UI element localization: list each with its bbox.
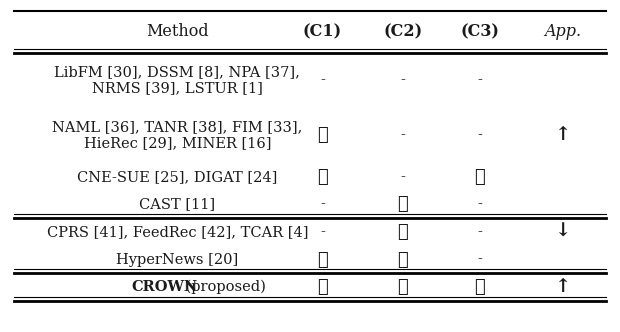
Text: CPRS [41], FeedRec [42], TCAR [4]: CPRS [41], FeedRec [42], TCAR [4] bbox=[46, 225, 308, 239]
Text: ✓: ✓ bbox=[317, 251, 328, 269]
Text: (C3): (C3) bbox=[460, 24, 499, 41]
Text: ↑: ↑ bbox=[555, 126, 571, 144]
Text: -: - bbox=[477, 253, 482, 267]
Text: -: - bbox=[477, 225, 482, 239]
Text: -: - bbox=[320, 225, 325, 239]
Text: App.: App. bbox=[544, 24, 582, 41]
Text: -: - bbox=[400, 170, 405, 184]
Text: CNE-SUE [25], DIGAT [24]: CNE-SUE [25], DIGAT [24] bbox=[77, 170, 278, 184]
Text: ↓: ↓ bbox=[555, 223, 571, 241]
Text: (C1): (C1) bbox=[303, 24, 342, 41]
Text: LibFM [30], DSSM [8], NPA [37],
NRMS [39], LSTUR [1]: LibFM [30], DSSM [8], NPA [37], NRMS [39… bbox=[55, 65, 300, 95]
Text: -: - bbox=[320, 73, 325, 87]
Text: ✓: ✓ bbox=[474, 168, 485, 186]
Text: ✓: ✓ bbox=[317, 278, 328, 296]
Text: ✓: ✓ bbox=[397, 223, 408, 241]
Text: ↑: ↑ bbox=[555, 278, 571, 296]
Text: ✓: ✓ bbox=[317, 126, 328, 144]
Text: (C2): (C2) bbox=[383, 24, 422, 41]
Text: NAML [36], TANR [38], FIM [33],
HieRec [29], MINER [16]: NAML [36], TANR [38], FIM [33], HieRec [… bbox=[52, 120, 303, 150]
Text: -: - bbox=[477, 128, 482, 142]
Text: CAST [11]: CAST [11] bbox=[140, 198, 215, 211]
Text: -: - bbox=[400, 128, 405, 142]
Text: ✓: ✓ bbox=[317, 168, 328, 186]
Text: -: - bbox=[400, 73, 405, 87]
Text: ✓: ✓ bbox=[397, 196, 408, 213]
Text: ✓: ✓ bbox=[397, 251, 408, 269]
Text: (proposed): (proposed) bbox=[181, 280, 266, 294]
Text: HyperNews [20]: HyperNews [20] bbox=[116, 253, 239, 267]
Text: -: - bbox=[477, 73, 482, 87]
Text: ✓: ✓ bbox=[397, 278, 408, 296]
Text: CROWN: CROWN bbox=[132, 280, 198, 294]
Text: -: - bbox=[477, 198, 482, 211]
Text: Method: Method bbox=[146, 24, 208, 41]
Text: ✓: ✓ bbox=[474, 278, 485, 296]
Text: -: - bbox=[320, 198, 325, 211]
